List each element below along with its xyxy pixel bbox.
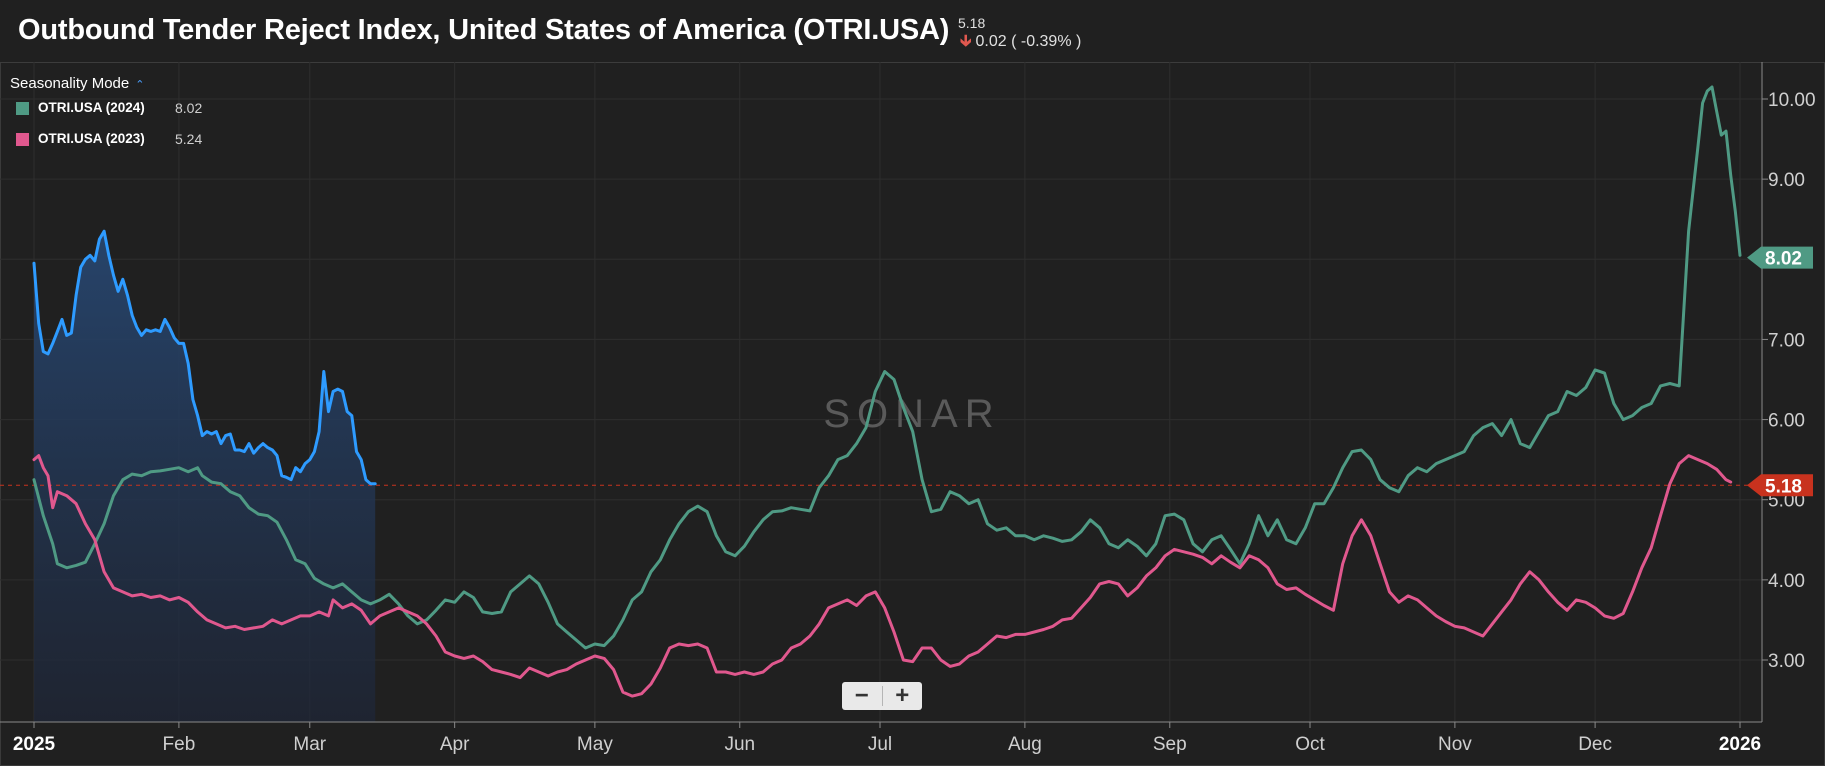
legend-item-value: 8.02 — [175, 100, 203, 116]
series-layer — [32, 85, 1742, 698]
end-label-flag — [1747, 246, 1813, 269]
series-line-2025 — [32, 229, 377, 486]
x-tick-label: Oct — [1295, 734, 1325, 755]
x-tick-label: Nov — [1438, 734, 1472, 755]
change-indicator: 🡳 0.02 ( -0.39% ) — [960, 30, 1081, 57]
arrow-down-icon: 🡳 — [960, 33, 972, 50]
y-tick-label: 9.00 — [1768, 170, 1805, 191]
x-tick-label: Jun — [724, 734, 755, 755]
legend-swatch — [16, 102, 29, 115]
y-tick-label: 3.00 — [1768, 651, 1805, 672]
y-tick-label: 7.00 — [1768, 330, 1805, 351]
x-tick-label: Mar — [293, 734, 326, 755]
legend: Seasonality Mode ⌃ OTRI.USA (2024) 8.02 O… — [10, 75, 202, 154]
x-tick-label: 2025 — [13, 734, 56, 755]
x-tick-label: Jul — [868, 734, 892, 755]
x-tick-label: Dec — [1578, 734, 1612, 755]
seasonality-mode-toggle[interactable]: Seasonality Mode ⌃ — [10, 75, 144, 92]
change-text: 0.02 ( -0.39% ) — [975, 33, 1082, 50]
zoom-control: − + — [842, 682, 922, 710]
x-tick-label: 2026 — [1719, 734, 1761, 755]
series-line-2023 — [32, 454, 1733, 698]
y-tick-label: 10.00 — [1768, 90, 1816, 111]
x-tick-label: Feb — [163, 734, 196, 755]
y-tick-label: 4.00 — [1768, 571, 1805, 592]
chevron-up-icon: ⌃ — [135, 79, 145, 91]
legend-item-label: OTRI.USA (2023) — [38, 131, 145, 146]
legend-swatch — [16, 133, 29, 146]
end-labels: 8.02 5.18 — [1747, 246, 1813, 497]
legend-item-value: 5.24 — [175, 131, 203, 147]
y-tick-label: 6.00 — [1768, 411, 1805, 432]
end-label-text: 8.02 — [1765, 249, 1802, 270]
watermark: SONAR — [823, 392, 1000, 436]
seasonality-mode-label: Seasonality Mode — [10, 75, 130, 92]
legend-item[interactable]: OTRI.USA (2023) 5.24 — [10, 123, 202, 154]
x-tick-label: May — [577, 734, 613, 755]
chart-title: Outbound Tender Reject Index, United Sta… — [18, 14, 950, 46]
zoom-in-button[interactable]: + — [895, 682, 910, 709]
x-tick-label: Aug — [1008, 734, 1042, 755]
chart-header: Outbound Tender Reject Index, United Sta… — [0, 0, 1825, 63]
zoom-out-button[interactable]: − — [854, 682, 869, 709]
legend-item[interactable]: OTRI.USA (2024) 8.02 — [10, 92, 202, 123]
zoom-divider — [881, 686, 883, 706]
x-tick-label: Apr — [440, 734, 470, 755]
legend-item-label: OTRI.USA (2024) — [38, 100, 145, 115]
series-line-2024 — [32, 85, 1742, 650]
x-tick-label: Sep — [1153, 734, 1187, 755]
end-label-flag — [1747, 474, 1813, 497]
current-value: 5.18 — [958, 15, 986, 31]
x-axis: 2025 Feb Mar Apr May Jun Jul Aug Sep Oct Nov Dec 202… — [0, 721, 1762, 755]
end-label-text: 5.18 — [1765, 476, 1802, 497]
